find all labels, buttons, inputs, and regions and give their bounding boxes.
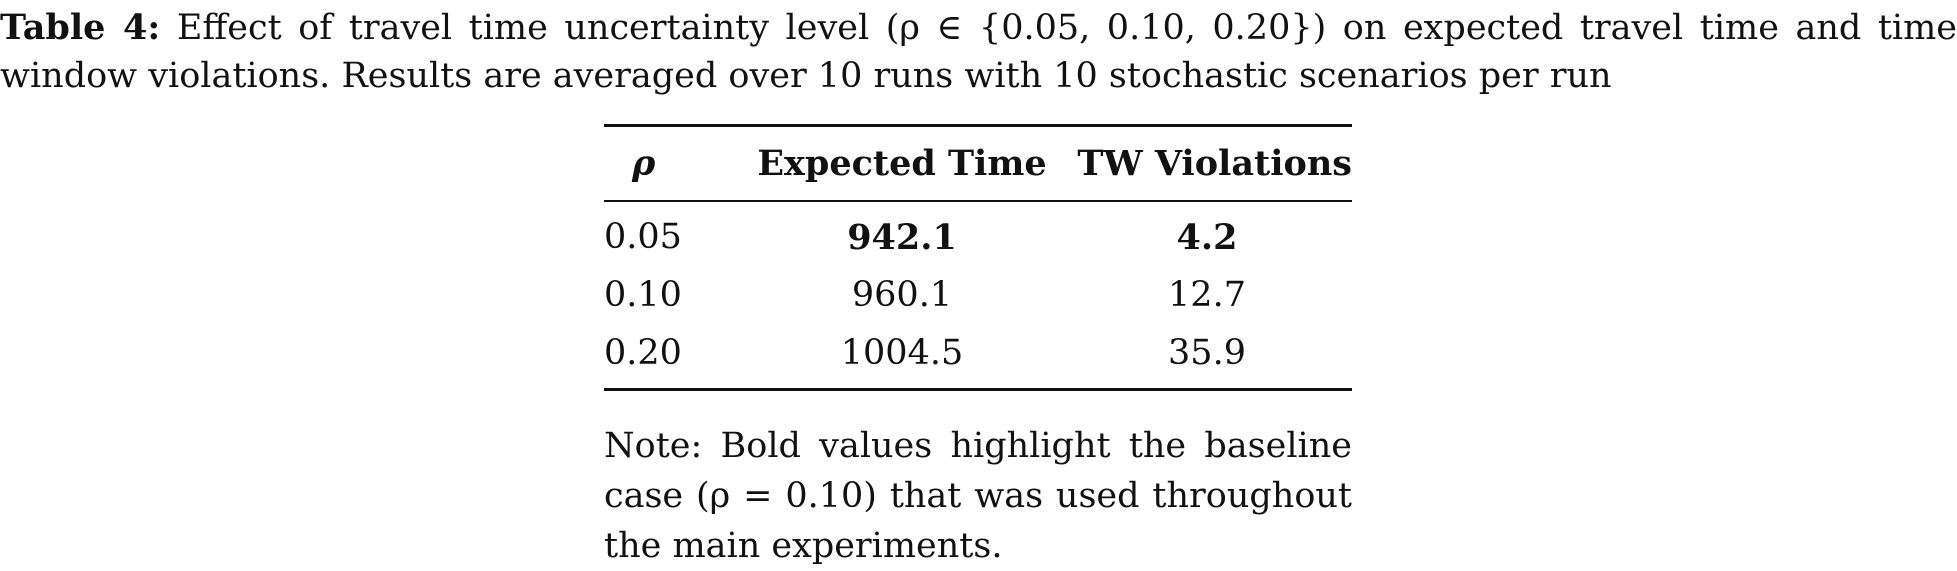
cell-expected-time: 960.1 [851, 275, 953, 315]
results-table-container: ρ Expected Time TW Violations 0.05 942.1… [604, 124, 1352, 571]
table-header-row: ρ Expected Time TW Violations [604, 125, 1352, 201]
results-table: ρ Expected Time TW Violations 0.05 942.1… [604, 124, 1352, 391]
table-caption: Table 4: Effect of travel time uncertain… [0, 4, 1957, 100]
table-row: 0.20 1004.5 35.9 [604, 324, 1352, 390]
cell-tw-violations: 35.9 [1168, 333, 1246, 373]
cell-rho: 0.10 [604, 275, 682, 315]
cell-tw-violations: 4.2 [1176, 216, 1238, 258]
header-tw-violations: TW Violations [1077, 143, 1352, 184]
caption-label: Table 4: [0, 7, 161, 48]
cell-rho: 0.05 [604, 217, 682, 257]
caption-text: Effect of travel time uncertainty level … [0, 8, 1957, 96]
header-rho: ρ [632, 143, 656, 184]
table-row: 0.05 942.1 4.2 [604, 201, 1352, 266]
cell-expected-time: 1004.5 [840, 333, 964, 373]
cell-tw-violations: 12.7 [1168, 275, 1246, 315]
cell-expected-time: 942.1 [847, 216, 957, 258]
header-expected-time: Expected Time [757, 143, 1047, 184]
table-row: 0.10 960.1 12.7 [604, 266, 1352, 324]
cell-rho: 0.20 [604, 333, 682, 373]
table-note: Note: Bold values highlight the baseline… [604, 426, 1352, 566]
